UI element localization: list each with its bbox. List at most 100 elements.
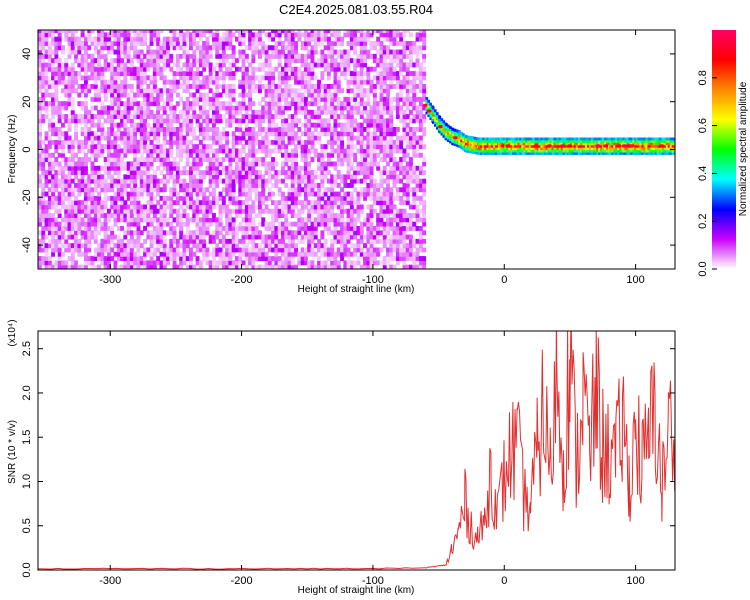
heatmap-cell [228,187,233,193]
heatmap-cell [399,92,404,98]
heatmap-cell [77,41,82,46]
heatmap-cell [185,191,190,197]
heatmap-cell [287,92,292,98]
heatmap-cell [189,41,193,46]
heatmap-cell [208,53,213,59]
heatmap-cell [129,58,134,64]
heatmap-cell [267,71,272,76]
heatmap-cell [41,161,46,167]
heatmap-cell [336,122,341,128]
heatmap-cell [195,217,200,223]
heatmap-cell [129,217,134,223]
heatmap-cell [409,118,413,124]
heatmap-cell [126,58,131,64]
heatmap-cell [139,157,144,162]
heatmap-cell [205,109,210,115]
heatmap-cell [346,118,351,124]
heatmap-cell [221,200,226,206]
heatmap-cell [149,30,154,33]
heatmap-cell [215,200,220,206]
heatmap-cell [228,75,233,81]
heatmap-cell [149,251,154,257]
heatmap-cell [113,165,118,171]
heatmap-cell [271,96,275,102]
heatmap-cell [152,88,157,94]
heatmap-cell [166,122,170,128]
heatmap-cell [258,195,262,201]
heatmap-cell [84,45,88,51]
heatmap-cell [330,260,335,266]
heatmap-cell [386,122,390,128]
heatmap-cell [271,200,275,206]
heatmap-cell [415,71,420,76]
heatmap-cell [346,200,351,206]
heatmap-cell [192,217,197,223]
heatmap-cell [386,36,390,42]
heatmap-cell [277,213,282,218]
heatmap-cell [93,195,98,201]
heatmap-cell [228,174,233,180]
heatmap-cell [228,148,233,154]
heatmap-cell [320,208,325,214]
heatmap-cell [304,84,308,89]
heatmap-cell [254,230,259,236]
heatmap-cell [343,32,348,38]
heatmap-cell [97,148,101,154]
heatmap-cell [208,148,213,154]
heatmap-cell [320,243,325,249]
heatmap-cell [415,187,420,193]
heatmap-cell [97,165,101,171]
heatmap-cell [136,30,141,33]
heatmap-cell [405,62,410,68]
heatmap-cell [277,49,282,55]
heatmap-cell [264,49,269,55]
heatmap-cell [129,114,134,119]
heatmap-cell [113,122,118,128]
heatmap-cell [281,230,285,236]
heatmap-cell [116,127,121,132]
heatmap-cell [218,71,223,76]
heatmap-cell [274,131,279,137]
heatmap-cell [290,200,295,206]
heatmap-cell [415,45,420,51]
heatmap-cell [422,157,427,162]
heatmap-cell [133,144,138,150]
heatmap-cell [126,144,131,150]
heatmap-cell [149,53,154,59]
heatmap-cell [323,92,328,98]
heatmap-cell [363,174,367,180]
heatmap-cell [129,75,134,81]
heatmap-cell [277,187,282,193]
heatmap-cell [422,41,427,46]
heatmap-cell [38,41,42,46]
heatmap-cell [297,187,302,193]
heatmap-cell [382,71,387,76]
heatmap-cell [382,213,387,218]
heatmap-cell [346,135,351,141]
heatmap-cell [248,41,252,46]
heatmap-cell [353,208,358,214]
heatmap-cell [258,183,262,188]
heatmap-cell [74,264,78,269]
heatmap-cell [225,251,230,257]
heatmap-cell [271,66,275,72]
heatmap-cell [169,200,174,206]
heatmap-cell [369,79,374,85]
heatmap-cell [162,234,167,240]
heatmap-cell [356,30,361,33]
heatmap-cell [54,49,59,55]
heatmap-cell [205,221,210,227]
heatmap-cell [212,204,216,210]
heatmap-cell [290,53,295,59]
heatmap-cell [41,92,46,98]
heatmap-cell [172,30,177,33]
heatmap-cell [57,71,62,76]
heatmap-cell [84,114,88,119]
heatmap-cell [317,238,321,244]
heatmap-cell [340,230,344,236]
heatmap-cell [402,264,407,269]
heatmap-cell [395,256,400,261]
heatmap-cell [100,75,105,81]
heatmap-cell [208,71,213,76]
heatmap-cell [432,120,435,124]
